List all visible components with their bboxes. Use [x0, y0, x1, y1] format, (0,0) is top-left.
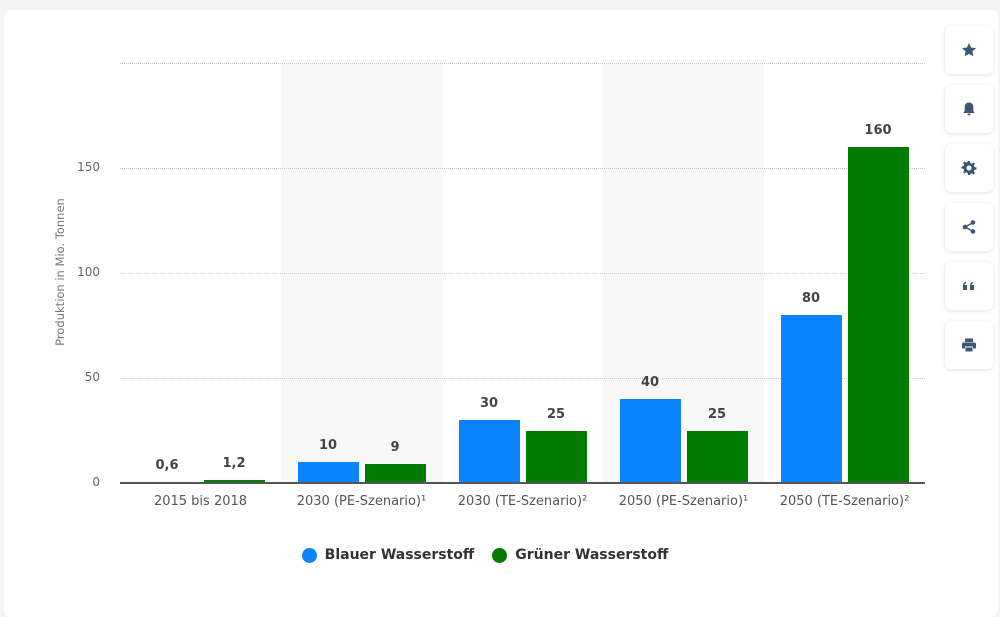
x-tick-label: 2050 (TE-Szenario)²: [779, 494, 910, 509]
favorite-button[interactable]: [945, 26, 993, 74]
share-button[interactable]: [945, 203, 993, 251]
star-icon: [961, 42, 977, 58]
bar-value-label: 25: [707, 406, 727, 422]
bar-blue[interactable]: [458, 420, 520, 483]
y-tick-label: 0: [92, 475, 100, 489]
gear-icon: [961, 160, 977, 176]
bar-value-label: 25: [546, 406, 566, 422]
bell-icon: [961, 101, 977, 117]
chart-card: [4, 10, 998, 617]
chart-toolbar: [945, 26, 995, 380]
print-button[interactable]: [945, 321, 993, 369]
bar-blue[interactable]: [619, 399, 681, 483]
x-tick-label: 2030 (TE-Szenario)²: [457, 494, 588, 509]
chart-legend: Blauer Wasserstoff Grüner Wasserstoff: [0, 547, 1000, 563]
bar-blue[interactable]: [780, 315, 842, 483]
gridline: [120, 63, 925, 64]
category-band: [281, 60, 442, 483]
bar-green[interactable]: [847, 147, 909, 483]
y-tick-label: 150: [77, 160, 100, 174]
y-tick-label: 50: [84, 370, 100, 384]
bar-value-label: 1,2: [222, 456, 246, 472]
bar-green[interactable]: [364, 464, 426, 483]
print-icon: [961, 337, 977, 353]
bar-green[interactable]: [525, 430, 587, 483]
legend-label: Grüner Wasserstoff: [515, 547, 669, 563]
bar-value-label: 0,6: [155, 457, 179, 473]
bar-blue[interactable]: [297, 462, 359, 483]
bar-value-label: 9: [390, 440, 400, 456]
legend-item[interactable]: Grüner Wasserstoff: [492, 547, 668, 563]
legend-marker-icon: [492, 547, 508, 563]
gridline: [120, 378, 925, 379]
settings-button[interactable]: [945, 144, 993, 192]
bar-value-label: 80: [801, 291, 821, 306]
bar-green[interactable]: [686, 430, 748, 483]
bar-value-label: 40: [640, 375, 660, 390]
x-axis-line: [120, 482, 925, 484]
gridline: [120, 168, 925, 169]
share-icon: [961, 219, 977, 235]
legend-marker-icon: [301, 547, 317, 563]
quote-icon: [961, 278, 977, 294]
bar-value-label: 160: [864, 123, 892, 138]
notify-button[interactable]: [945, 85, 993, 133]
legend-label: Blauer Wasserstoff: [324, 547, 475, 563]
y-tick-label: 100: [77, 265, 100, 279]
gridline: [120, 273, 925, 274]
bar-value-label: 10: [318, 438, 338, 453]
legend-item[interactable]: Blauer Wasserstoff: [301, 547, 475, 563]
cite-button[interactable]: [945, 262, 993, 310]
x-tick-label: 2015 bis 2018: [153, 494, 248, 509]
bar-green[interactable]: [203, 480, 265, 483]
x-tick-label: 2050 (PE-Szenario)¹: [618, 494, 749, 509]
bar-value-label: 30: [479, 396, 499, 411]
x-tick-label: 2030 (PE-Szenario)¹: [296, 494, 427, 509]
